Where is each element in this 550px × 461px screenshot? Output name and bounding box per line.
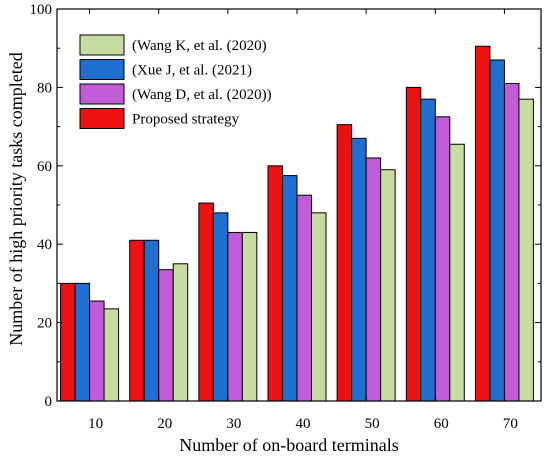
bar-wang-k-et-al-2020-40 <box>311 212 327 402</box>
bar-xue-j-et-al-2021-40 <box>282 175 298 402</box>
x-tick-label: 70 <box>503 416 518 432</box>
x-tick-label: 60 <box>434 416 449 432</box>
y-tick-label: 40 <box>37 237 52 253</box>
bar-xue-j-et-al-2021-30 <box>212 212 229 402</box>
y-tick-label: 60 <box>37 159 52 175</box>
bar-wang-d-et-al-2020-30 <box>227 231 243 402</box>
bar-xue-j-et-al-2021-70 <box>489 59 505 402</box>
bar-wang-k-et-al-2020-20 <box>172 263 189 402</box>
legend-swatch <box>79 83 125 105</box>
x-tick-label: 30 <box>226 416 241 432</box>
bar-proposed-strategy-20 <box>129 239 145 402</box>
bar-wang-d-et-al-2020-20 <box>158 269 174 402</box>
legend: (Wang K, et al. (2020) (Xue J, et al. (20… <box>79 34 272 129</box>
bar-proposed-strategy-60 <box>405 86 422 402</box>
bar-wang-d-et-al-2020-70 <box>503 82 520 402</box>
x-tick-label: 10 <box>88 416 103 432</box>
bar-wang-k-et-al-2020-50 <box>380 169 396 402</box>
bar-xue-j-et-al-2021-50 <box>351 137 367 402</box>
bar-proposed-strategy-50 <box>336 124 353 402</box>
bar-wang-k-et-al-2020-30 <box>241 231 258 402</box>
bar-wang-d-et-al-2020-40 <box>296 194 312 402</box>
x-tick-label: 50 <box>365 416 380 432</box>
bars-group <box>60 45 534 402</box>
bar-proposed-strategy-30 <box>198 202 214 402</box>
bar-wang-k-et-al-2020-70 <box>518 98 534 402</box>
legend-label: (Xue J, et al. (2021) <box>132 63 252 79</box>
y-axis: 0 20 40 60 80 100 <box>30 2 541 410</box>
legend-swatch <box>79 34 125 56</box>
legend-label: (Wang D, et al. (2020)) <box>132 87 272 103</box>
legend-label: Proposed strategy <box>132 112 240 128</box>
y-axis-title: Number of high priority tasks completed <box>6 52 26 345</box>
y-tick-label: 80 <box>37 80 52 96</box>
x-tick-label: 20 <box>157 416 172 432</box>
x-tick-label: 40 <box>296 416 311 432</box>
bar-wang-k-et-al-2020-10 <box>103 308 120 402</box>
bar-proposed-strategy-70 <box>474 45 491 402</box>
bar-xue-j-et-al-2021-20 <box>143 239 160 402</box>
x-axis-title: Number of on-board terminals <box>179 435 398 455</box>
bar-wang-k-et-al-2020-60 <box>449 143 465 402</box>
x-axis: 10 20 30 40 50 60 70 <box>88 9 518 432</box>
y-tick-label: 0 <box>45 394 53 410</box>
bar-proposed-strategy-10 <box>60 282 76 402</box>
y-tick-label: 20 <box>37 316 52 332</box>
legend-label: (Wang K, et al. (2020) <box>132 38 267 54</box>
y-tick-label: 100 <box>30 2 53 18</box>
bar-wang-d-et-al-2020-10 <box>89 300 105 402</box>
bar-wang-d-et-al-2020-50 <box>365 157 382 402</box>
bar-wang-d-et-al-2020-60 <box>434 116 451 402</box>
bar-xue-j-et-al-2021-10 <box>74 282 91 402</box>
bar-proposed-strategy-40 <box>267 165 283 402</box>
bar-xue-j-et-al-2021-60 <box>420 98 436 402</box>
legend-swatch <box>79 108 125 129</box>
legend-swatch <box>79 59 125 80</box>
